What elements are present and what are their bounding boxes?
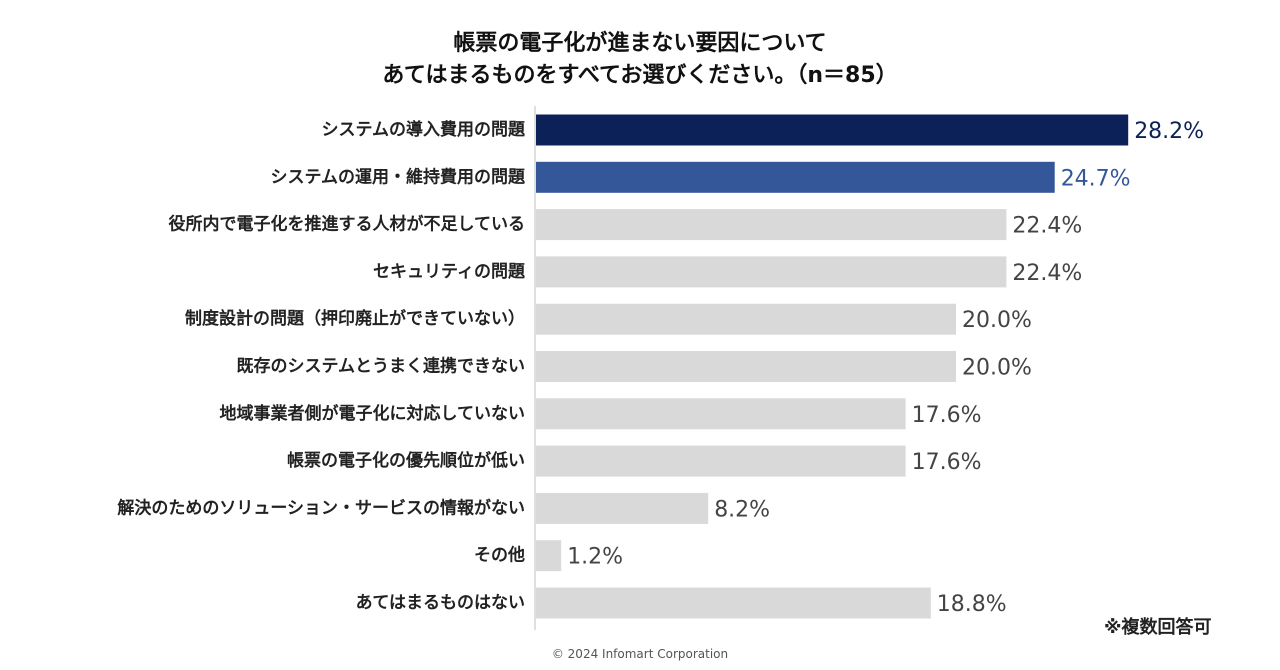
category-label: 制度設計の問題（押印廃止ができていない） xyxy=(185,308,525,329)
value-label: 17.6% xyxy=(912,403,982,428)
chart-title-line-1: 帳票の電子化が進まない要因について xyxy=(453,31,827,56)
bars-group: システムの導入費用の問題 28.2% システムの運用・維持費用の問題 24.7% 役所内… xyxy=(117,114,1204,619)
value-label: 1.2% xyxy=(567,545,623,570)
category-label: システムの導入費用の問題 xyxy=(322,119,526,140)
value-label: 20.0% xyxy=(962,356,1032,381)
category-label: システムの運用・維持費用の問題 xyxy=(271,166,526,187)
value-label: 28.2% xyxy=(1134,119,1204,144)
bar xyxy=(536,256,1007,288)
value-label: 24.7% xyxy=(1061,166,1131,191)
category-label: 既存のシステムとうまく連携できない xyxy=(237,356,526,377)
category-label: 地域事業者側が電子化に対応していない xyxy=(220,403,526,424)
value-label: 20.0% xyxy=(962,308,1032,333)
value-label: 22.4% xyxy=(1012,214,1082,239)
bar xyxy=(536,161,1055,193)
chart-title: 帳票の電子化が進まない要因について あてはまるものをすべてお選びください。（n＝… xyxy=(0,28,1280,92)
bar xyxy=(536,492,709,524)
chart-title-line-2: あてはまるものをすべてお選びください。（n＝85） xyxy=(382,63,898,88)
value-label: 17.6% xyxy=(912,450,982,475)
multiple-answer-note: ※複数回答可 xyxy=(1104,617,1212,638)
value-label: 22.4% xyxy=(1012,261,1082,286)
bar xyxy=(536,587,931,619)
value-label: 8.2% xyxy=(714,497,770,522)
bar xyxy=(536,398,906,430)
category-label: 役所内で電子化を推進する人材が不足している xyxy=(169,214,526,235)
bar xyxy=(536,209,1007,241)
copyright: © 2024 Infomart Corporation xyxy=(551,647,729,661)
category-label: 帳票の電子化の優先順位が低い xyxy=(287,450,525,471)
bar xyxy=(536,114,1129,146)
category-label: 解決のためのソリューション・サービスの情報がない xyxy=(117,497,525,518)
bar xyxy=(536,303,956,335)
category-label: その他 xyxy=(474,545,525,566)
value-label: 18.8% xyxy=(937,592,1007,617)
bar xyxy=(536,445,906,477)
bar xyxy=(536,351,956,382)
category-label: セキュリティの問題 xyxy=(373,262,526,282)
bar xyxy=(536,540,562,572)
category-label: あてはまるものはない xyxy=(356,593,525,613)
